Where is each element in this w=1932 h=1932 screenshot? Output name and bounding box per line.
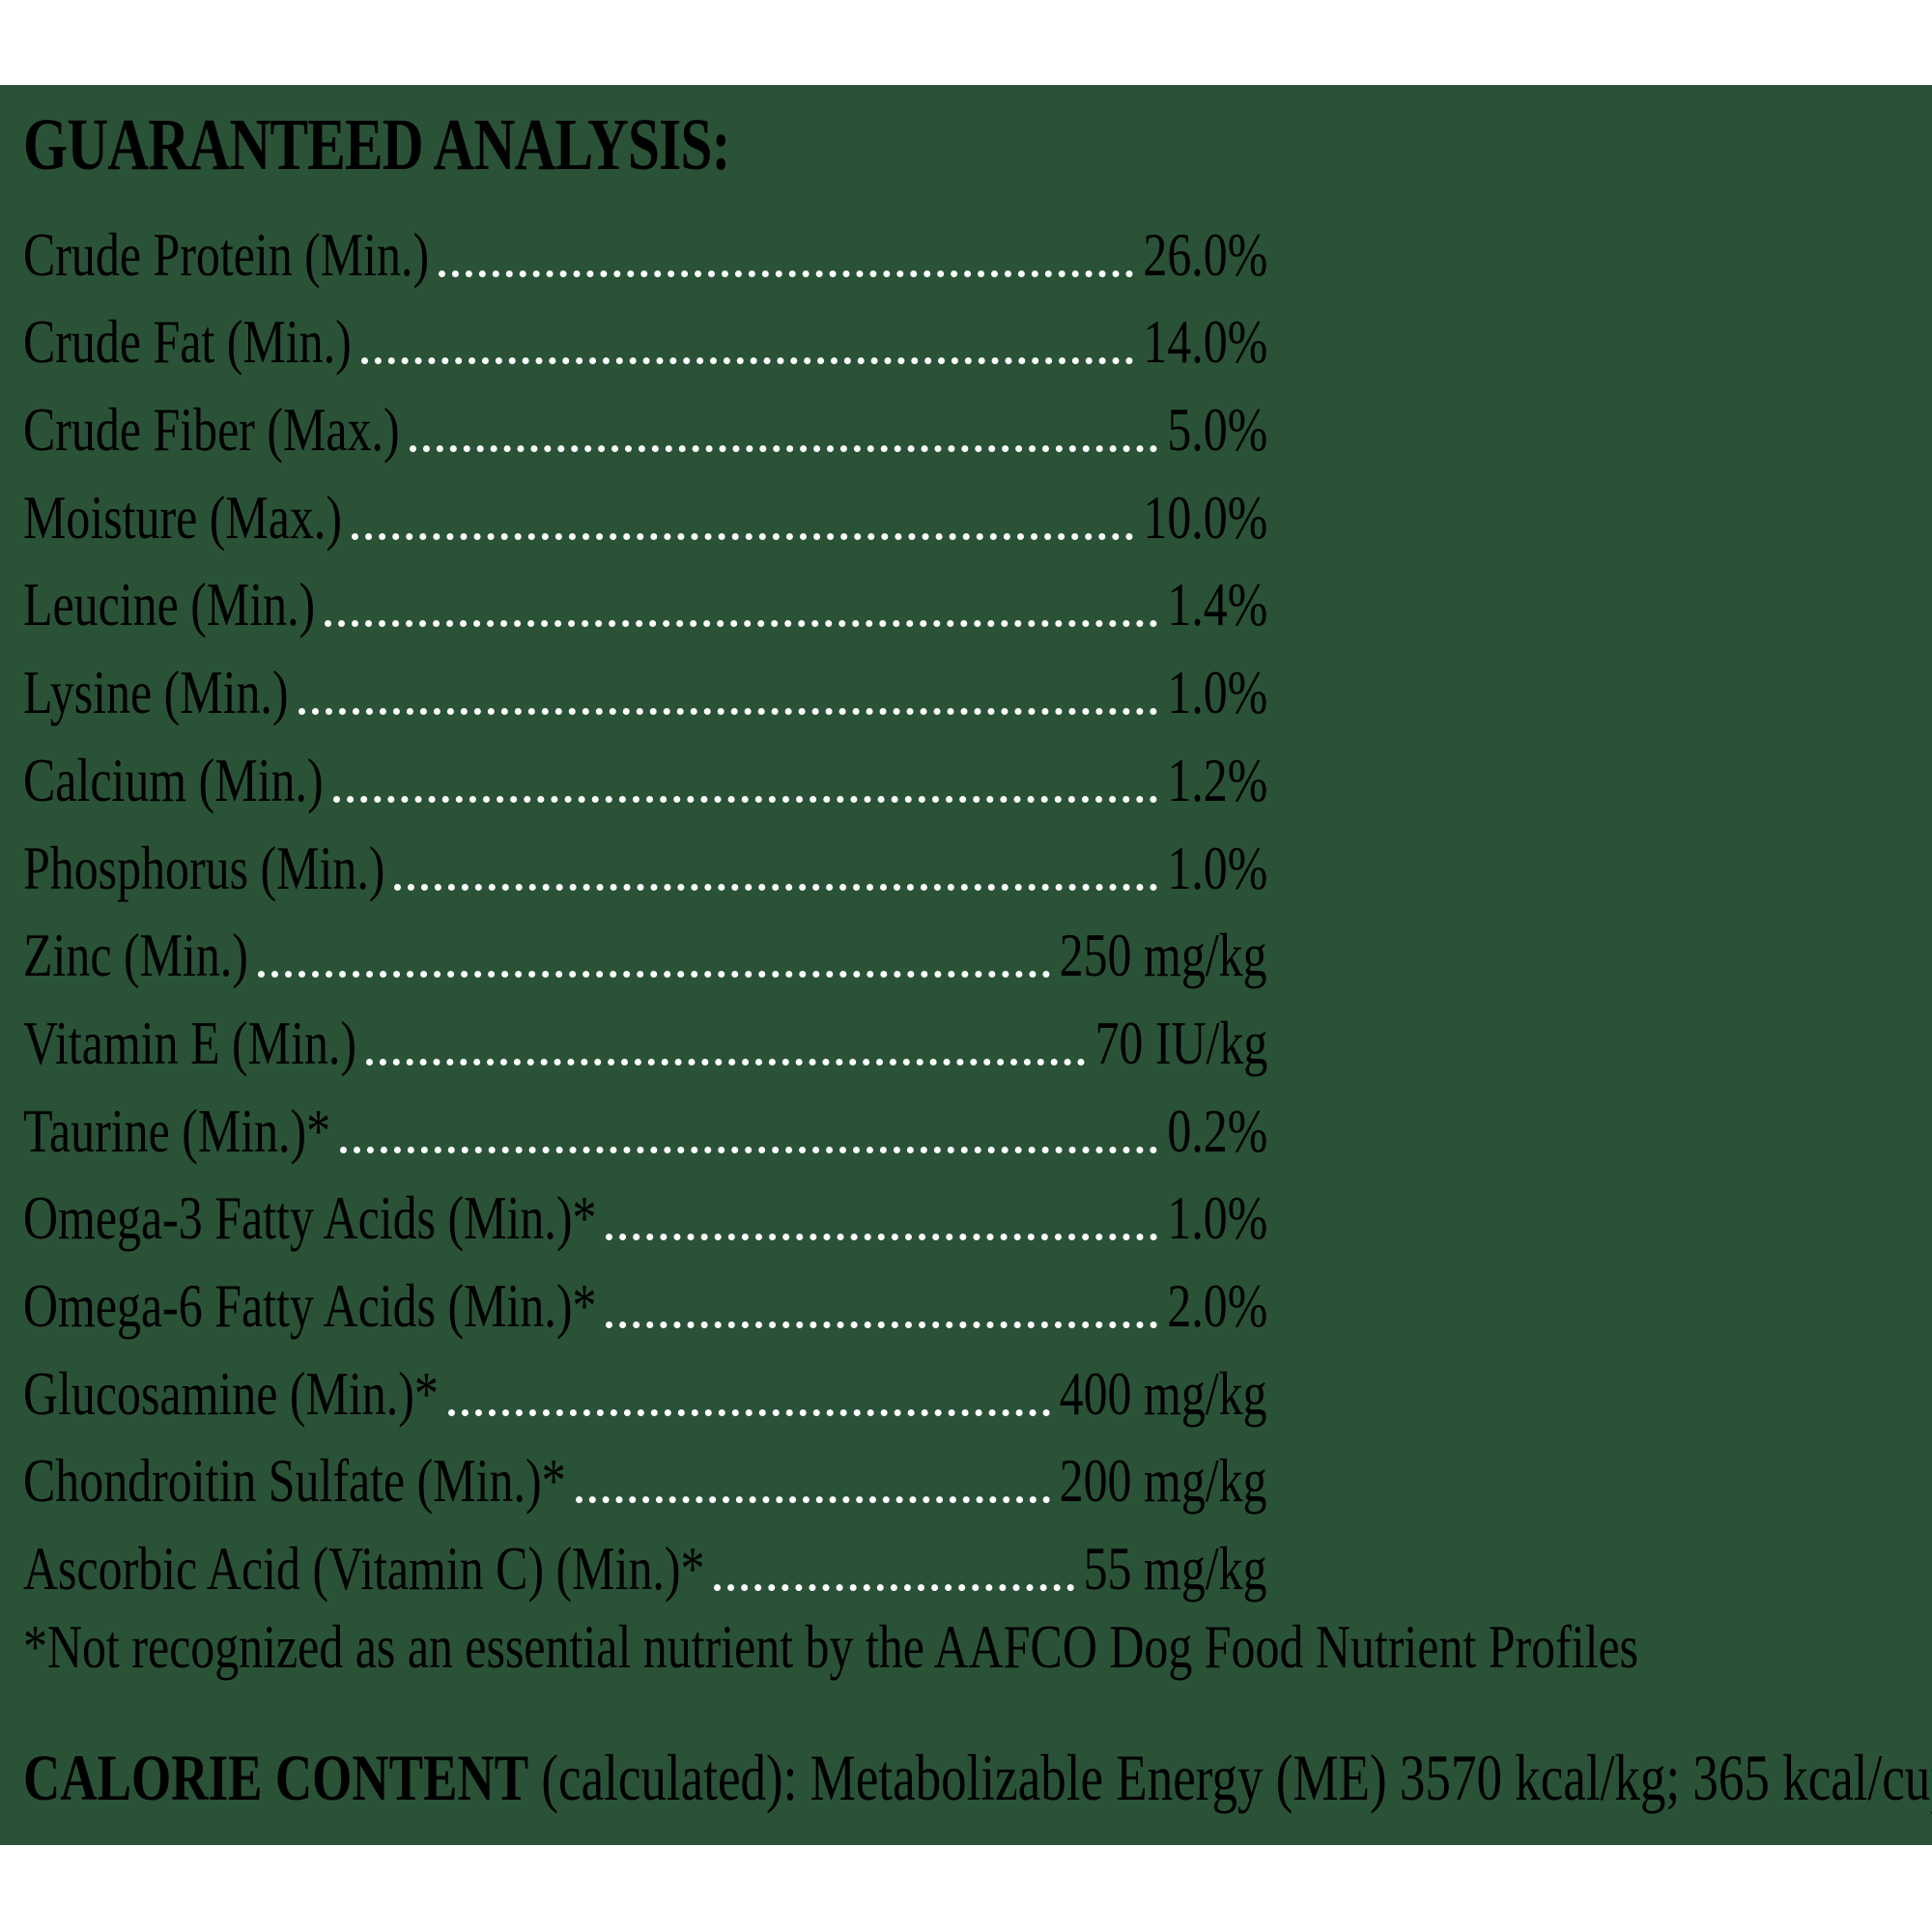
dot-leader: [409, 445, 1158, 453]
nutrient-value: 26.0%: [1143, 219, 1268, 289]
dot-leader: [394, 883, 1158, 891]
nutrient-label: Omega-6 Fatty Acids (Min.)*: [23, 1270, 597, 1340]
nutrient-value: 14.0%: [1143, 307, 1268, 377]
nutrient-label: Glucosamine (Min.)*: [23, 1358, 439, 1428]
nutrient-row: Crude Fiber (Max.) 5.0%: [23, 380, 1267, 468]
nutrient-value: 2.0%: [1167, 1270, 1268, 1340]
nutrient-label: Leucine (Min.): [23, 570, 316, 639]
nutrient-row: Phosphorus (Min.) 1.0%: [23, 818, 1267, 906]
calorie-text: (calculated): Metabolizable Energy (ME) …: [528, 1741, 1932, 1814]
dot-leader: [439, 270, 1134, 277]
dot-leader: [332, 795, 1158, 803]
nutrient-list: Crude Protein (Min.) 26.0% Crude Fat (Mi…: [23, 205, 1267, 1606]
dot-leader: [325, 620, 1158, 628]
nutrient-label: Calcium (Min.): [23, 745, 324, 814]
nutrient-row: Omega-3 Fatty Acids (Min.)* 1.0%: [23, 1169, 1267, 1257]
nutrient-value: 5.0%: [1167, 395, 1268, 465]
nutrient-value: 1.4%: [1167, 570, 1268, 639]
nutrient-row: Calcium (Min.) 1.2%: [23, 730, 1267, 818]
nutrient-row: Chondroitin Sulfate (Min.)* 200 mg/kg: [23, 1432, 1267, 1520]
dot-leader: [298, 708, 1158, 716]
dot-leader: [366, 1058, 1086, 1065]
nutrient-label: Crude Fiber (Max.): [23, 395, 400, 465]
dot-leader: [340, 1146, 1158, 1153]
nutrient-label: Ascorbic Acid (Vitamin C) (Min.)*: [23, 1534, 705, 1603]
nutrient-row: Crude Protein (Min.) 26.0%: [23, 205, 1267, 293]
nutrient-label: Crude Fat (Min.): [23, 307, 352, 377]
dot-leader: [575, 1496, 1051, 1504]
nutrient-label: Zinc (Min.): [23, 921, 248, 990]
nutrient-row: Zinc (Min.) 250 mg/kg: [23, 906, 1267, 994]
nutrient-row: Lysine (Min.) 1.0%: [23, 642, 1267, 730]
nutrient-label: Phosphorus (Min.): [23, 833, 385, 902]
nutrient-row: Moisture (Max.) 10.0%: [23, 468, 1267, 555]
nutrient-value: 70 IU/kg: [1094, 1008, 1268, 1077]
nutrient-row: Crude Fat (Min.) 14.0%: [23, 293, 1267, 381]
nutrient-value: 400 mg/kg: [1059, 1358, 1267, 1428]
nutrient-value: 200 mg/kg: [1059, 1446, 1267, 1516]
nutrient-value: 1.0%: [1167, 658, 1268, 727]
calorie-label: CALORIE CONTENT: [23, 1741, 529, 1814]
nutrient-value: 55 mg/kg: [1083, 1534, 1267, 1603]
dot-leader: [257, 971, 1051, 979]
calorie-content: CALORIE CONTENT (calculated): Metaboliza…: [23, 1739, 1932, 1816]
nutrient-label: Omega-3 Fatty Acids (Min.)*: [23, 1183, 597, 1253]
nutrient-row: Taurine (Min.)* 0.2%: [23, 1081, 1267, 1169]
nutrient-label: Vitamin E (Min.): [23, 1008, 357, 1077]
dot-leader: [360, 357, 1134, 365]
nutrient-row: Ascorbic Acid (Vitamin C) (Min.)* 55 mg/…: [23, 1519, 1267, 1606]
nutrient-row: Omega-6 Fatty Acids (Min.)* 2.0%: [23, 1256, 1267, 1344]
nutrient-label: Taurine (Min.)*: [23, 1095, 331, 1165]
nutrient-value: 1.2%: [1167, 745, 1268, 814]
nutrient-label: Lysine (Min.): [23, 658, 289, 727]
nutrient-value: 10.0%: [1143, 482, 1268, 552]
nutrient-value: 0.2%: [1167, 1095, 1268, 1165]
nutrient-row: Vitamin E (Min.) 70 IU/kg: [23, 993, 1267, 1081]
nutrient-label: Chondroitin Sulfate (Min.)*: [23, 1446, 566, 1516]
nutrient-value: 1.0%: [1167, 1183, 1268, 1253]
nutrient-row: Glucosamine (Min.)* 400 mg/kg: [23, 1344, 1267, 1432]
dot-leader: [606, 1321, 1158, 1328]
footnote: *Not recognized as an essential nutrient…: [23, 1612, 1639, 1681]
dot-leader: [447, 1408, 1051, 1416]
nutrient-label: Moisture (Max.): [23, 482, 342, 552]
nutrient-value: 250 mg/kg: [1059, 921, 1267, 990]
dot-leader: [714, 1584, 1075, 1591]
section-heading: GUARANTEED ANALYSIS:: [23, 104, 730, 185]
dot-leader: [606, 1234, 1158, 1241]
nutrient-row: Leucine (Min.) 1.4%: [23, 555, 1267, 643]
guaranteed-analysis-panel: [0, 85, 1932, 1845]
nutrient-label: Crude Protein (Min.): [23, 219, 430, 289]
nutrient-value: 1.0%: [1167, 833, 1268, 902]
dot-leader: [351, 532, 1134, 540]
